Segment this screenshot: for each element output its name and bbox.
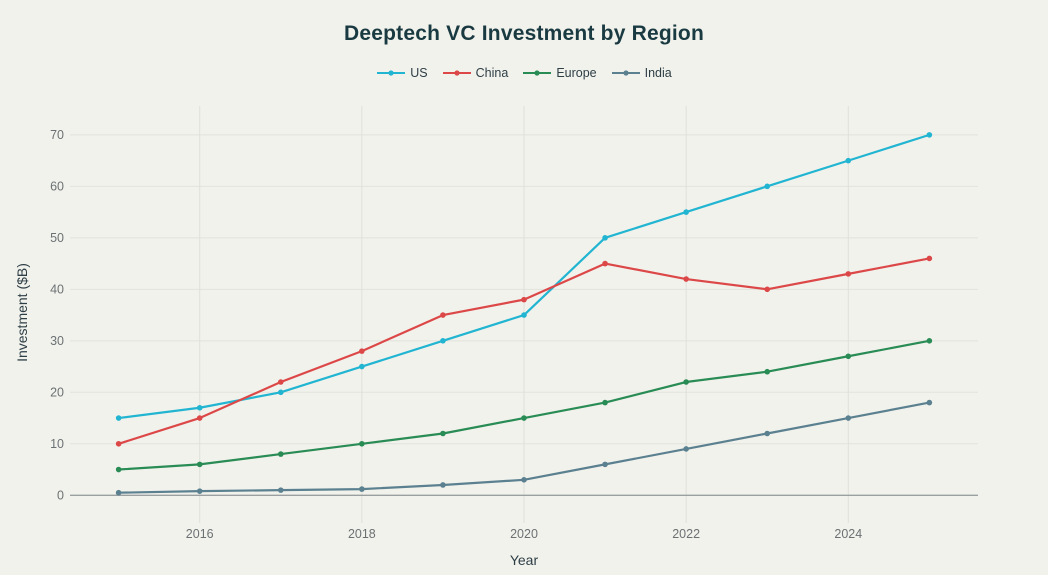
legend-swatch-icon — [442, 70, 471, 76]
point-europe — [196, 461, 203, 468]
chart-title: Deeptech VC Investment by Region — [344, 22, 704, 45]
point-india — [926, 399, 933, 406]
point-china — [683, 276, 689, 282]
point-india — [845, 415, 852, 421]
legend-swatch-icon — [611, 70, 640, 76]
y-axis-title: Investment ($B) — [14, 263, 30, 362]
y-tick-label: 10 — [50, 437, 64, 451]
x-tick-label: 2020 — [510, 527, 538, 541]
legend-label: US — [410, 66, 428, 80]
point-china — [440, 312, 446, 318]
point-us — [845, 157, 852, 164]
x-tick-label: 2018 — [348, 527, 376, 541]
point-europe — [521, 415, 527, 421]
point-china — [764, 286, 771, 293]
point-india — [277, 487, 284, 493]
x-axis-title: Year — [510, 552, 539, 568]
x-tick-label: 2024 — [834, 527, 862, 541]
point-china — [926, 255, 933, 262]
point-china — [521, 296, 527, 303]
point-china — [602, 260, 608, 267]
point-china — [359, 348, 365, 354]
point-china — [845, 271, 852, 277]
point-us — [683, 209, 689, 215]
legend-item-china[interactable]: China — [442, 66, 509, 80]
x-tick-label: 2022 — [672, 527, 700, 541]
point-us — [277, 389, 284, 396]
point-europe — [277, 451, 284, 457]
point-europe — [926, 338, 933, 344]
y-tick-label: 30 — [50, 334, 64, 348]
y-tick-label: 60 — [50, 179, 64, 193]
point-us — [359, 363, 365, 370]
point-china — [115, 440, 122, 447]
series-europe — [115, 338, 933, 473]
series-china — [115, 255, 933, 447]
gridlines — [70, 106, 978, 523]
legend-label: Europe — [556, 66, 597, 80]
point-india — [440, 482, 446, 488]
series-us — [115, 132, 933, 421]
series-india — [115, 399, 933, 496]
point-europe — [359, 440, 365, 447]
y-tick-label: 0 — [57, 488, 64, 502]
y-tick-label: 70 — [50, 128, 64, 142]
legend-label: India — [644, 66, 672, 80]
point-europe — [845, 353, 852, 360]
point-us — [602, 235, 608, 241]
point-india — [359, 486, 365, 492]
legend-item-us[interactable]: US — [376, 66, 428, 80]
legend-label: China — [475, 66, 509, 80]
point-us — [764, 183, 771, 190]
legend: US China Europe India — [0, 66, 1048, 80]
y-tick-label: 20 — [50, 385, 64, 399]
point-us — [926, 132, 933, 138]
point-india — [521, 477, 527, 483]
point-europe — [683, 379, 689, 385]
point-us — [521, 312, 527, 318]
point-china — [196, 415, 203, 421]
point-china — [277, 379, 284, 385]
point-europe — [602, 399, 608, 406]
point-europe — [440, 430, 446, 437]
legend-swatch-icon — [523, 70, 552, 76]
legend-item-india[interactable]: India — [611, 66, 672, 80]
point-india — [764, 430, 771, 437]
point-us — [196, 404, 203, 411]
legend-item-europe[interactable]: Europe — [522, 66, 597, 80]
axes: 0 10 20 30 40 50 60 70 2016 2018 2020 2022 2024 — [50, 128, 978, 541]
point-india — [115, 489, 122, 496]
point-europe — [764, 368, 771, 375]
point-india — [196, 488, 203, 494]
point-us — [440, 338, 446, 344]
point-india — [683, 446, 689, 452]
point-india — [602, 461, 608, 468]
legend-swatch-icon — [377, 70, 406, 76]
series-lines — [115, 132, 933, 496]
y-tick-label: 40 — [50, 282, 64, 296]
x-tick-label: 2016 — [186, 527, 214, 541]
point-us — [115, 415, 122, 421]
point-europe — [115, 466, 122, 473]
y-tick-label: 50 — [50, 231, 64, 245]
